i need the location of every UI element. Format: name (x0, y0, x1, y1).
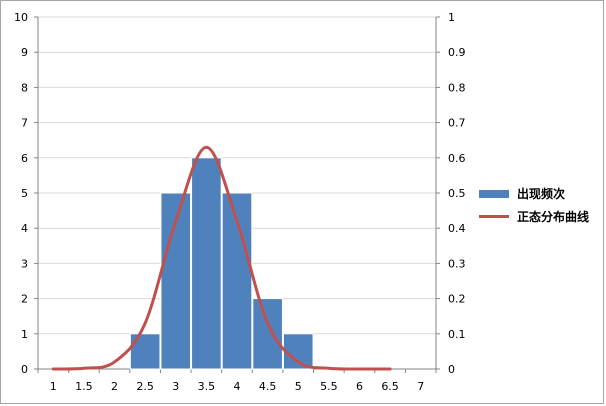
y-right-tick-label-10: 1 (448, 11, 455, 24)
bar-4.5 (252, 298, 283, 370)
x-tick-label-11: 6.5 (381, 380, 399, 393)
y-left-tick-label-10: 10 (14, 11, 28, 24)
y-left-tick-label-9: 9 (21, 46, 28, 59)
y-right-tick-label-2: 0.2 (448, 293, 466, 306)
bar-3.5 (191, 157, 222, 370)
normal-curve-line (51, 145, 392, 371)
y-left-tick-label-5: 5 (21, 187, 28, 200)
legend-item-frequency: 出现频次 (479, 182, 601, 205)
legend-swatch-normal-curve (479, 215, 509, 218)
x-tick-label-2: 2 (111, 380, 118, 393)
y-right-tick-label-5: 0.5 (448, 187, 466, 200)
y-left-tick-label-2: 2 (21, 293, 28, 306)
x-tick-label-7: 4.5 (259, 380, 277, 393)
y-left-tick-label-8: 8 (21, 81, 28, 94)
y-left-tick-label-4: 4 (21, 222, 28, 235)
x-tick-label-8: 5 (295, 380, 302, 393)
x-tick-label-12: 7 (417, 380, 424, 393)
y-left-tick-label-7: 7 (21, 117, 28, 130)
legend-label-frequency: 出现频次 (517, 187, 566, 201)
y-right-tick-label-3: 0.3 (448, 257, 466, 270)
x-tick-label-9: 5.5 (320, 380, 338, 393)
y-right-tick-label-6: 0.6 (448, 152, 466, 165)
x-tick-label-3: 2.5 (136, 380, 154, 393)
y-right-tick-label-7: 0.7 (448, 117, 466, 130)
legend-label-normal-curve: 正态分布曲线 (517, 210, 590, 224)
y-right-tick-label-0: 0 (448, 363, 455, 376)
y-left-tick-label-3: 3 (21, 257, 28, 270)
y-right-tick-label-8: 0.8 (448, 81, 466, 94)
y-right-tick-label-4: 0.4 (448, 222, 466, 235)
y-left-tick-label-1: 1 (21, 328, 28, 341)
y-right-tick-label-1: 0.1 (448, 328, 466, 341)
x-tick-label-6: 4 (234, 380, 241, 393)
x-tick-label-0: 1 (50, 380, 57, 393)
x-tick-label-10: 6 (356, 380, 363, 393)
y-right-tick-label-9: 0.9 (448, 46, 466, 59)
legend-swatch-frequency (479, 189, 509, 198)
y-left-tick-label-6: 6 (21, 152, 28, 165)
bar-2.5 (129, 333, 161, 370)
y-left-tick-label-0: 0 (21, 363, 28, 376)
legend-item-normal-curve: 正态分布曲线 (479, 205, 601, 228)
x-tick-label-4: 3 (172, 380, 179, 393)
x-tick-label-1: 1.5 (75, 380, 93, 393)
x-tick-label-5: 3.5 (198, 380, 216, 393)
legend: 出现频次 正态分布曲线 (479, 182, 601, 228)
